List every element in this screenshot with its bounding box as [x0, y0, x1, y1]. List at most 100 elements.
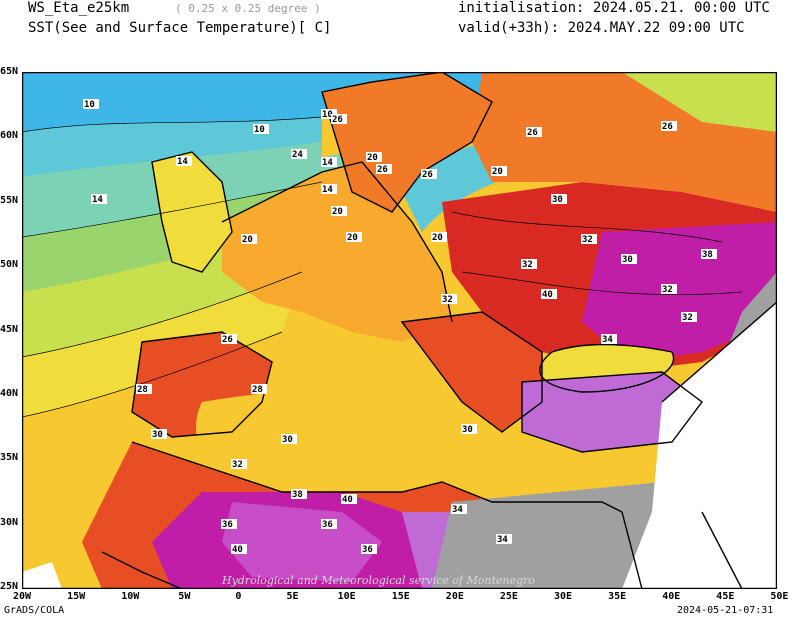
contour-label-bg [441, 294, 457, 304]
contour-label-bg [541, 289, 557, 299]
lat-label: 55N [0, 194, 19, 206]
contour-label-bg [521, 259, 537, 269]
contour-label-bg [461, 424, 477, 434]
contour-label: 32 [682, 313, 693, 323]
footer-timestamp: 2024-05-21-07:31 [677, 605, 774, 616]
contour-label-bg [621, 254, 637, 264]
lat-label: 65N [0, 66, 19, 77]
contour-label: 40 [232, 545, 243, 555]
contour-label-bg [341, 494, 357, 504]
lat-label: 25N [0, 581, 19, 593]
nodata-sw [22, 562, 62, 589]
lon-label: 10E [337, 591, 356, 602]
contour-label: 30 [622, 255, 633, 265]
contour-label: 26 [662, 122, 673, 132]
contour-label: 32 [522, 260, 533, 270]
lon-label: 5E [286, 591, 299, 602]
contour-label-bg [346, 232, 362, 242]
contour-label-bg [151, 429, 167, 439]
contour-label: 14 [322, 158, 333, 168]
contour-label-bg [701, 249, 717, 259]
lon-label: 50E [770, 591, 789, 602]
lon-label: 20E [445, 591, 464, 602]
lon-label: 45E [716, 591, 735, 602]
contour-label: 40 [542, 290, 553, 300]
lon-label: 30E [554, 591, 573, 602]
lat-label: 35N [0, 452, 19, 464]
footer-software: GrADS/COLA [4, 605, 65, 616]
contour-label: 30 [462, 425, 473, 435]
contour-label-bg [231, 544, 247, 554]
contour-label: 10 [322, 110, 333, 120]
sahara-hotter [222, 502, 382, 582]
sst-map-canvas: 10 10 10 14 14 14 14 20 20 20 20 20 20 24 26 26 26 26 26 26… [22, 72, 777, 589]
contour-label: 10 [84, 100, 95, 110]
med-sea [196, 390, 623, 505]
contour-label-bg [331, 206, 347, 216]
lon-label: 0 [235, 591, 242, 602]
contour-label-bg [281, 434, 297, 444]
contour-label-bg [431, 232, 447, 242]
model-title: WS_Eta_e25km [28, 0, 130, 16]
contour-label: 30 [282, 435, 293, 445]
baltic [402, 142, 497, 232]
contour-label: 38 [702, 250, 713, 260]
contour-label-bg [83, 99, 99, 109]
contour-label-bg [176, 156, 192, 166]
contour-label: 26 [527, 128, 538, 138]
contour-label-bg [661, 284, 677, 294]
land-russia-yellow [622, 72, 777, 132]
contour-label: 36 [222, 520, 233, 530]
isotherms [22, 116, 743, 418]
contour-label-bg [221, 334, 237, 344]
contour-label-bg [421, 169, 437, 179]
contour-label: 20 [347, 233, 358, 243]
contour-label: 20 [332, 207, 343, 217]
contour-label-bg [321, 109, 337, 119]
contour-label-bg [91, 194, 107, 204]
land-scandinavia [322, 72, 492, 212]
initialisation-time: initialisation: 2024.05.21. 00:00 UTC [458, 0, 770, 16]
land-uk [152, 152, 232, 272]
contour-label: 14 [92, 195, 103, 205]
contour-label-bg [221, 519, 237, 529]
contour-label: 34 [452, 505, 463, 515]
contour-label: 14 [177, 157, 188, 167]
contour-label-bg [601, 334, 617, 344]
contour-label: 20 [432, 233, 443, 243]
contour-label-bg [661, 121, 677, 131]
contour-label: 26 [332, 115, 343, 125]
contour-label-bg [291, 489, 307, 499]
contour-label-bg [551, 194, 567, 204]
nodata-east-white [622, 302, 777, 589]
contour-label-bg [451, 504, 467, 514]
contour-label: 32 [232, 460, 243, 470]
contour-label: 26 [377, 165, 388, 175]
sst-map: 10 10 10 14 14 14 14 20 20 20 20 20 20 24 26 26 26 26 26 26… [22, 72, 777, 589]
contour-label: 36 [322, 520, 333, 530]
land-balkans [402, 312, 542, 432]
contour-label: 34 [602, 335, 613, 345]
contour-label-layer: 10 10 10 14 14 14 14 20 20 20 20 20 20 24 26 26 26 26 26 26… [83, 99, 717, 555]
contour-label: 34 [497, 535, 508, 545]
contour-label: 28 [252, 385, 263, 395]
contour-label-bg [321, 519, 337, 529]
contour-label: 26 [222, 335, 233, 345]
contour-label-bg [361, 544, 377, 554]
contour-label-bg [491, 166, 507, 176]
lon-label: 15W [67, 591, 86, 602]
lat-label: 60N [0, 130, 19, 142]
contour-label: 32 [662, 285, 673, 295]
lon-label: 5W [178, 591, 191, 602]
lon-label: 10W [121, 591, 140, 602]
land-turkey [522, 372, 702, 452]
contour-label-bg [321, 184, 337, 194]
contour-label-bg [366, 152, 382, 162]
contour-label: 20 [242, 235, 253, 245]
contour-label-bg [496, 534, 512, 544]
lon-label: 25E [499, 591, 518, 602]
lat-label: 45N [0, 323, 19, 335]
contour-label: 30 [552, 195, 563, 205]
lat-label: 40N [0, 388, 19, 399]
contour-label-bg [291, 149, 307, 159]
